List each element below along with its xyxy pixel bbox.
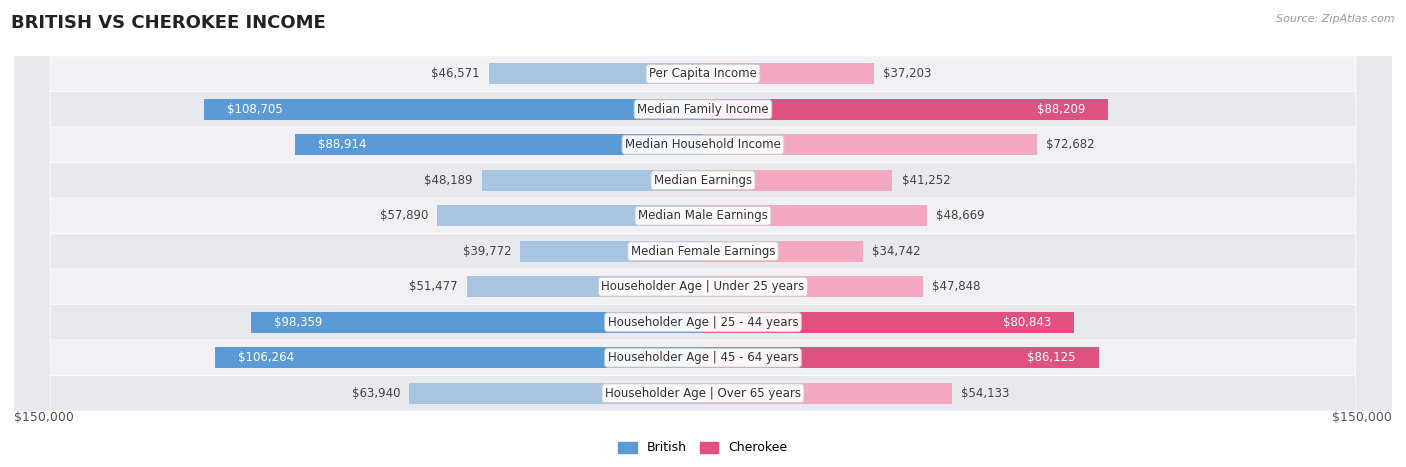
Bar — [703, 347, 1098, 368]
FancyBboxPatch shape — [14, 0, 1392, 467]
Text: $72,682: $72,682 — [1046, 138, 1095, 151]
Legend: British, Cherokee: British, Cherokee — [619, 441, 787, 454]
Text: Householder Age | Under 25 years: Householder Age | Under 25 years — [602, 280, 804, 293]
Text: $63,940: $63,940 — [352, 387, 401, 400]
Text: $106,264: $106,264 — [238, 351, 294, 364]
Text: $80,843: $80,843 — [1002, 316, 1052, 329]
Bar — [467, 276, 703, 297]
Bar — [703, 170, 893, 191]
Bar — [703, 63, 875, 85]
Bar — [215, 347, 703, 368]
Text: $46,571: $46,571 — [432, 67, 479, 80]
Bar — [703, 241, 862, 262]
Text: $47,848: $47,848 — [932, 280, 980, 293]
Text: BRITISH VS CHEROKEE INCOME: BRITISH VS CHEROKEE INCOME — [11, 14, 326, 32]
Text: Source: ZipAtlas.com: Source: ZipAtlas.com — [1277, 14, 1395, 24]
Bar — [703, 99, 1108, 120]
FancyBboxPatch shape — [14, 0, 1392, 467]
FancyBboxPatch shape — [14, 0, 1392, 467]
FancyBboxPatch shape — [14, 0, 1392, 467]
Text: $150,000: $150,000 — [14, 411, 75, 424]
Bar — [295, 134, 703, 156]
FancyBboxPatch shape — [14, 0, 1392, 467]
Bar — [703, 205, 927, 226]
FancyBboxPatch shape — [14, 0, 1392, 467]
Bar — [703, 134, 1036, 156]
Text: $88,209: $88,209 — [1036, 103, 1085, 116]
Text: $37,203: $37,203 — [883, 67, 931, 80]
FancyBboxPatch shape — [14, 0, 1392, 467]
Text: $51,477: $51,477 — [409, 280, 457, 293]
Text: Householder Age | 45 - 64 years: Householder Age | 45 - 64 years — [607, 351, 799, 364]
Text: $57,890: $57,890 — [380, 209, 427, 222]
Text: $88,914: $88,914 — [318, 138, 366, 151]
Text: $98,359: $98,359 — [274, 316, 322, 329]
Text: $86,125: $86,125 — [1028, 351, 1076, 364]
FancyBboxPatch shape — [14, 0, 1392, 467]
Text: Median Household Income: Median Household Income — [626, 138, 780, 151]
Bar — [482, 170, 703, 191]
FancyBboxPatch shape — [14, 0, 1392, 467]
Bar — [520, 241, 703, 262]
Text: $150,000: $150,000 — [1331, 411, 1392, 424]
Text: Per Capita Income: Per Capita Income — [650, 67, 756, 80]
Bar — [489, 63, 703, 85]
Bar — [204, 99, 703, 120]
Text: $34,742: $34,742 — [872, 245, 921, 258]
Text: $48,189: $48,189 — [425, 174, 472, 187]
Text: Median Female Earnings: Median Female Earnings — [631, 245, 775, 258]
FancyBboxPatch shape — [14, 0, 1392, 467]
Text: $48,669: $48,669 — [936, 209, 984, 222]
Text: Median Male Earnings: Median Male Earnings — [638, 209, 768, 222]
Text: $41,252: $41,252 — [901, 174, 950, 187]
Text: $108,705: $108,705 — [226, 103, 283, 116]
Text: $39,772: $39,772 — [463, 245, 512, 258]
Bar — [703, 382, 952, 404]
Text: $54,133: $54,133 — [960, 387, 1010, 400]
Bar — [703, 276, 922, 297]
Bar — [409, 382, 703, 404]
Text: Householder Age | Over 65 years: Householder Age | Over 65 years — [605, 387, 801, 400]
Bar — [252, 311, 703, 333]
Text: Median Family Income: Median Family Income — [637, 103, 769, 116]
Text: Householder Age | 25 - 44 years: Householder Age | 25 - 44 years — [607, 316, 799, 329]
Bar — [703, 311, 1074, 333]
Bar — [437, 205, 703, 226]
Text: Median Earnings: Median Earnings — [654, 174, 752, 187]
